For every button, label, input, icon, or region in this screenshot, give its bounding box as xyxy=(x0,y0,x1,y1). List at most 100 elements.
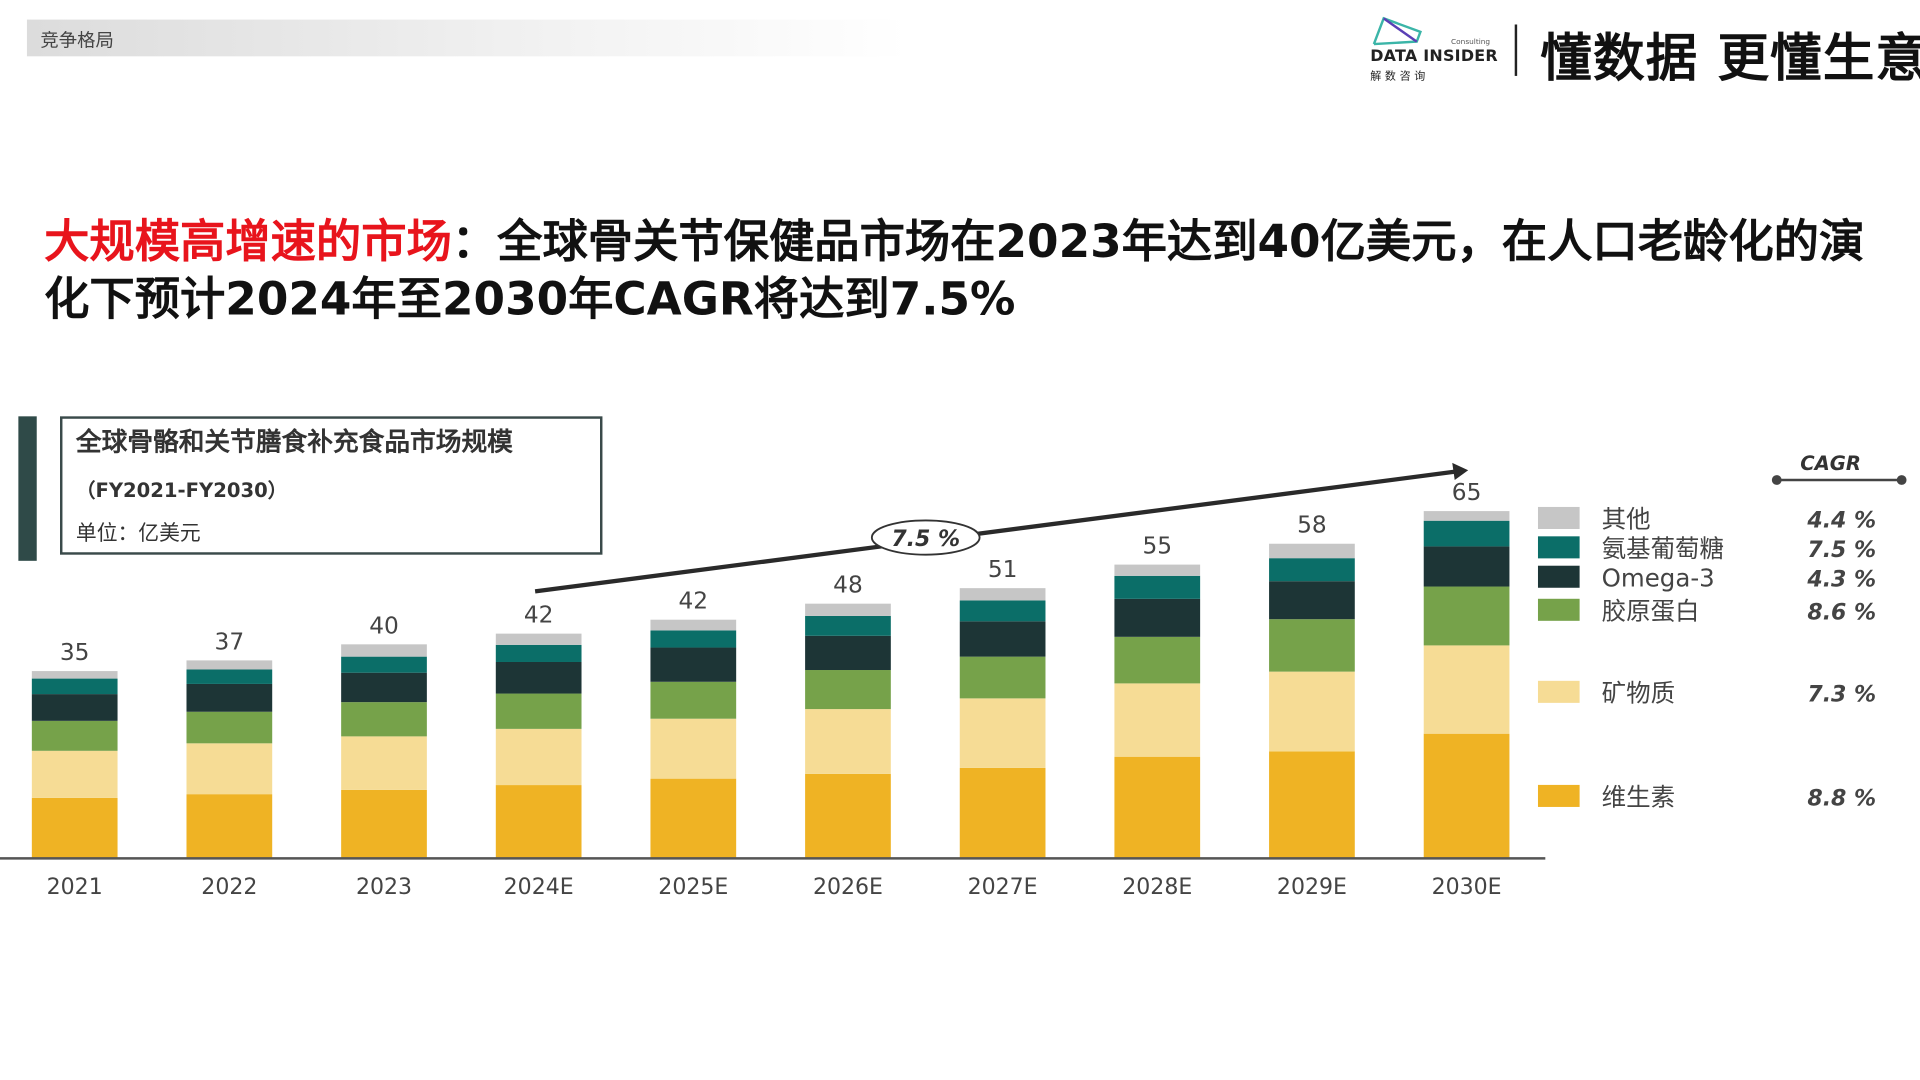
headline-text: ：全球骨关节保健品市场在2023年达到40亿美元，在人口老龄化的演化下预计202… xyxy=(44,215,1865,326)
bar-segment-其他 xyxy=(1114,564,1201,576)
x-tick-label: 2025E xyxy=(658,875,728,900)
bar-segment-矿物质 xyxy=(1269,671,1355,752)
bar-segment-胶原蛋白 xyxy=(650,681,737,719)
cagr-line-dot xyxy=(1896,475,1907,485)
bar-segment-矿物质 xyxy=(959,698,1046,768)
bar-segment-维生素 xyxy=(1423,733,1510,859)
bar-segment-胶原蛋白 xyxy=(495,693,582,729)
legend-cagr: 8.6 % xyxy=(1807,601,1876,626)
bar-segment-维生素 xyxy=(1114,756,1201,859)
total-label: 55 xyxy=(1142,533,1172,560)
x-tick-label: 2028E xyxy=(1122,875,1192,900)
title-box xyxy=(60,416,603,555)
total-label: 40 xyxy=(369,612,399,639)
bar-segment-氨基葡萄糖 xyxy=(959,600,1046,622)
bar-segment-矿物质 xyxy=(186,743,273,795)
legend-cagr: 4.4 % xyxy=(1806,509,1876,534)
bar-segment-胶原蛋白 xyxy=(805,670,891,710)
x-tick-label: 2029E xyxy=(1277,875,1347,900)
bar-segment-其他 xyxy=(805,603,891,616)
divider xyxy=(1514,24,1518,76)
bar-segment-Omega-3 xyxy=(650,647,737,682)
bar-segment-维生素 xyxy=(650,778,737,859)
legend-cagr: 7.5 % xyxy=(1807,538,1876,563)
stacked-bar-chart: 全球骨骼和关节膳食补充食品市场规模 （FY2021-FY2030） 单位：亿美元 35… xyxy=(0,416,1907,900)
bar-segment-胶原蛋白 xyxy=(959,656,1046,699)
bar-segment-维生素 xyxy=(805,773,891,859)
slogan: 懂数据 更懂生意 xyxy=(1540,28,1920,89)
bar-segment-胶原蛋白 xyxy=(31,720,118,751)
legend-label: 矿物质 xyxy=(1602,679,1675,708)
x-tick-label: 2030E xyxy=(1432,875,1502,900)
bar-segment-氨基葡萄糖 xyxy=(805,615,891,636)
legend-swatch xyxy=(1537,598,1580,621)
legend-label: 维生素 xyxy=(1602,783,1675,812)
cagr-ellipse xyxy=(870,519,981,556)
bar-segment-其他 xyxy=(1269,543,1355,559)
total-label: 48 xyxy=(833,572,863,599)
legend-swatch xyxy=(1537,680,1580,703)
bar-segment-氨基葡萄糖 xyxy=(1114,575,1201,599)
bar-segment-氨基葡萄糖 xyxy=(495,644,582,662)
bar-segment-Omega-3 xyxy=(31,694,118,721)
bar-segment-氨基葡萄糖 xyxy=(1423,520,1510,547)
x-tick-label: 2024E xyxy=(504,875,574,900)
bar-segment-胶原蛋白 xyxy=(1423,586,1510,646)
bar-segment-Omega-3 xyxy=(1114,598,1201,637)
bar-segment-维生素 xyxy=(959,767,1046,859)
bar-segment-其他 xyxy=(186,660,273,670)
bar-segment-Omega-3 xyxy=(341,672,427,703)
legend-label: 氨基葡萄糖 xyxy=(1602,534,1724,563)
bar-segment-维生素 xyxy=(495,785,582,859)
bar-segment-维生素 xyxy=(186,794,273,859)
chart-title: 全球骨骼和关节膳食补充食品市场规模 xyxy=(75,427,513,458)
bar-segment-Omega-3 xyxy=(805,635,891,671)
bar-segment-Omega-3 xyxy=(186,683,273,712)
x-tick-label: 2027E xyxy=(968,875,1038,900)
legend-cagr: 4.3 % xyxy=(1806,568,1876,593)
bar-segment-矿物质 xyxy=(31,750,118,798)
bar-segment-氨基葡萄糖 xyxy=(650,630,737,648)
x-tick-label: 2023 xyxy=(356,875,412,900)
legend-cagr: 8.8 % xyxy=(1807,787,1876,812)
cagr-header: CAGR xyxy=(1800,452,1861,475)
bar-segment-胶原蛋白 xyxy=(1114,636,1201,684)
x-tick-label: 2026E xyxy=(813,875,883,900)
section-header: 竞争格局 xyxy=(26,19,909,57)
bar-segment-维生素 xyxy=(31,797,118,859)
total-label: 65 xyxy=(1452,479,1482,506)
legend-swatch xyxy=(1537,506,1580,529)
bar-segment-氨基葡萄糖 xyxy=(341,656,427,673)
bar-segment-氨基葡萄糖 xyxy=(1269,558,1355,582)
total-label: 42 xyxy=(679,588,709,615)
data-insider-logo: Consulting DATA INSIDER 解数咨询 xyxy=(1369,15,1504,83)
section-title: 竞争格局 xyxy=(40,29,114,52)
total-label: 58 xyxy=(1297,512,1327,539)
bar-segment-Omega-3 xyxy=(1423,546,1510,587)
bar-segment-Omega-3 xyxy=(1269,581,1355,620)
x-tick-label: 2022 xyxy=(201,875,257,900)
bar-segment-其他 xyxy=(650,619,737,631)
headline: 大规模高增速的市场：全球骨关节保健品市场在2023年达到40亿美元，在人口老龄化… xyxy=(44,213,1881,328)
cagr-annotation: 7.5 % xyxy=(891,527,960,552)
total-label: 35 xyxy=(60,639,90,666)
bar-segment-Omega-3 xyxy=(495,661,582,694)
bar-segment-其他 xyxy=(1423,511,1510,521)
arrow-head-icon xyxy=(1452,462,1469,481)
bar-segment-Omega-3 xyxy=(959,621,1046,657)
bar-segment-氨基葡萄糖 xyxy=(31,678,118,695)
bar-segment-矿物质 xyxy=(650,718,737,779)
headline-highlight: 大规模高增速的市场 xyxy=(44,215,452,269)
cagr-line-dot xyxy=(1771,475,1782,485)
legend-swatch xyxy=(1537,565,1580,588)
bar-segment-维生素 xyxy=(341,789,427,859)
bar-segment-矿物质 xyxy=(495,728,582,786)
legend-label: Omega-3 xyxy=(1602,564,1715,593)
total-label: 51 xyxy=(988,556,1018,583)
bar-segment-矿物质 xyxy=(1423,645,1510,734)
total-label: 42 xyxy=(524,602,554,629)
bar-segment-维生素 xyxy=(1269,751,1355,859)
bar-segment-矿物质 xyxy=(1114,683,1201,757)
legend-swatch xyxy=(1537,784,1580,807)
x-tick-label: 2021 xyxy=(47,875,103,900)
